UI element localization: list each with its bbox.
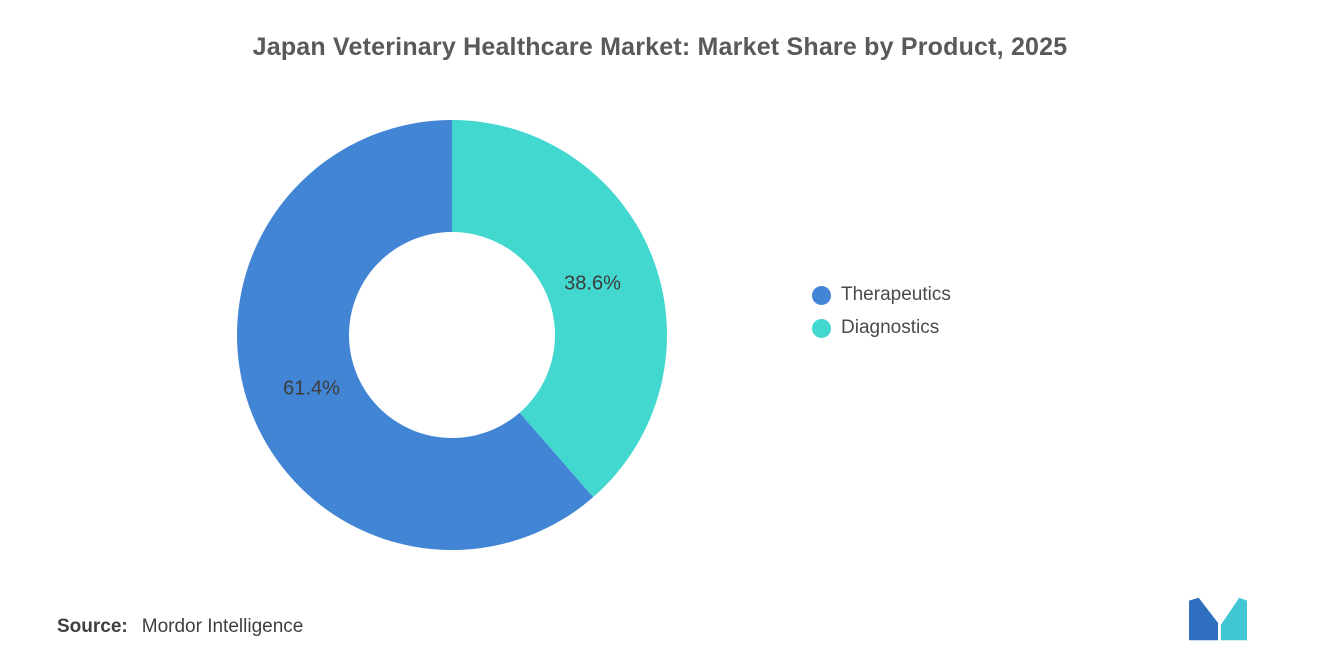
pie-slice-diagnostics[interactable] <box>452 120 667 498</box>
therapeutics-legend-marker-icon <box>812 285 831 305</box>
diagnostics-legend-marker-icon <box>812 318 831 338</box>
legend-item-diagnostics[interactable]: Diagnostics <box>812 317 951 339</box>
source-value: Mordor Intelligence <box>141 616 304 637</box>
legend-label-diagnostics: Diagnostics <box>841 317 940 338</box>
legend-item-therapeutics[interactable]: Therapeutics <box>812 284 951 306</box>
donut-chart-svg: 38.6% 61.4% <box>236 120 667 550</box>
source-row: Source: Mordor Intelligence <box>57 616 303 638</box>
chart-title: Japan Veterinary Healthcare Market: Mark… <box>252 33 1068 61</box>
mordor-intelligence-logo-icon <box>1189 597 1247 641</box>
chart-legend: Therapeutics Diagnostics <box>812 284 951 339</box>
slice-label-diagnostics: 38.6% <box>564 272 621 294</box>
donut-chart: 38.6% 61.4% <box>232 115 672 555</box>
source-label: Source: <box>57 616 128 637</box>
pie-slice-therapeutics[interactable] <box>236 120 594 550</box>
legend-label-therapeutics: Therapeutics <box>841 284 951 305</box>
slice-label-therapeutics: 61.4% <box>283 378 340 400</box>
